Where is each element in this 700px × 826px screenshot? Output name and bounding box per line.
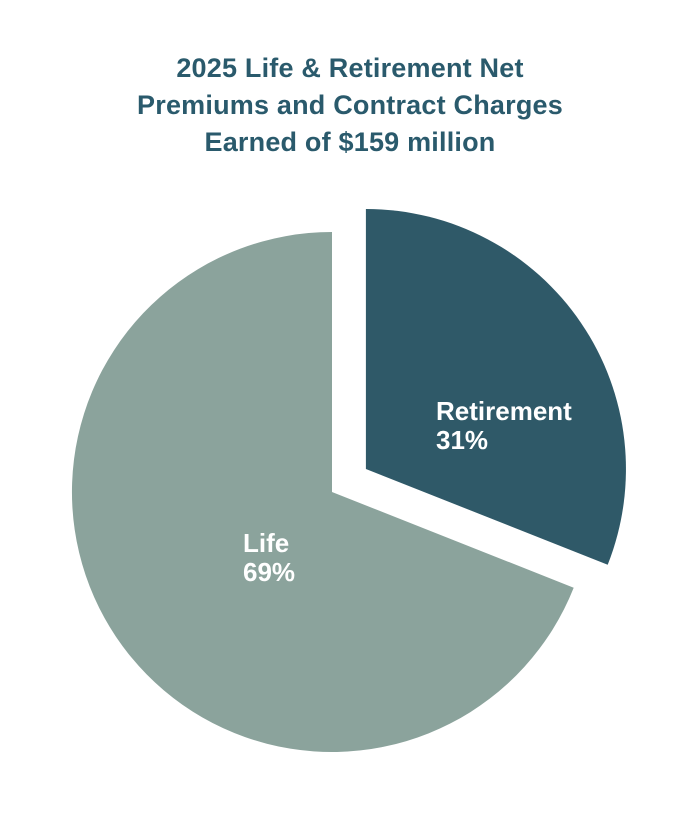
chart-title-line-1: 2025 Life & Retirement Net (176, 53, 524, 83)
chart-title: 2025 Life & Retirement Net Premiums and … (0, 50, 700, 161)
slice-label-life: Life 69% (243, 529, 295, 587)
slice-percent-retirement: 31% (436, 425, 489, 455)
slice-name-life: Life (243, 528, 290, 558)
chart-title-line-2: Premiums and Contract Charges (137, 90, 563, 120)
slice-percent-life: 69% (243, 557, 296, 587)
chart-title-line-3: Earned of $159 million (204, 127, 496, 157)
slice-label-retirement: Retirement 31% (436, 397, 572, 455)
pie-slice-retirement (365, 208, 626, 565)
pie-slice-life (71, 231, 574, 752)
slice-name-retirement: Retirement (436, 396, 572, 426)
